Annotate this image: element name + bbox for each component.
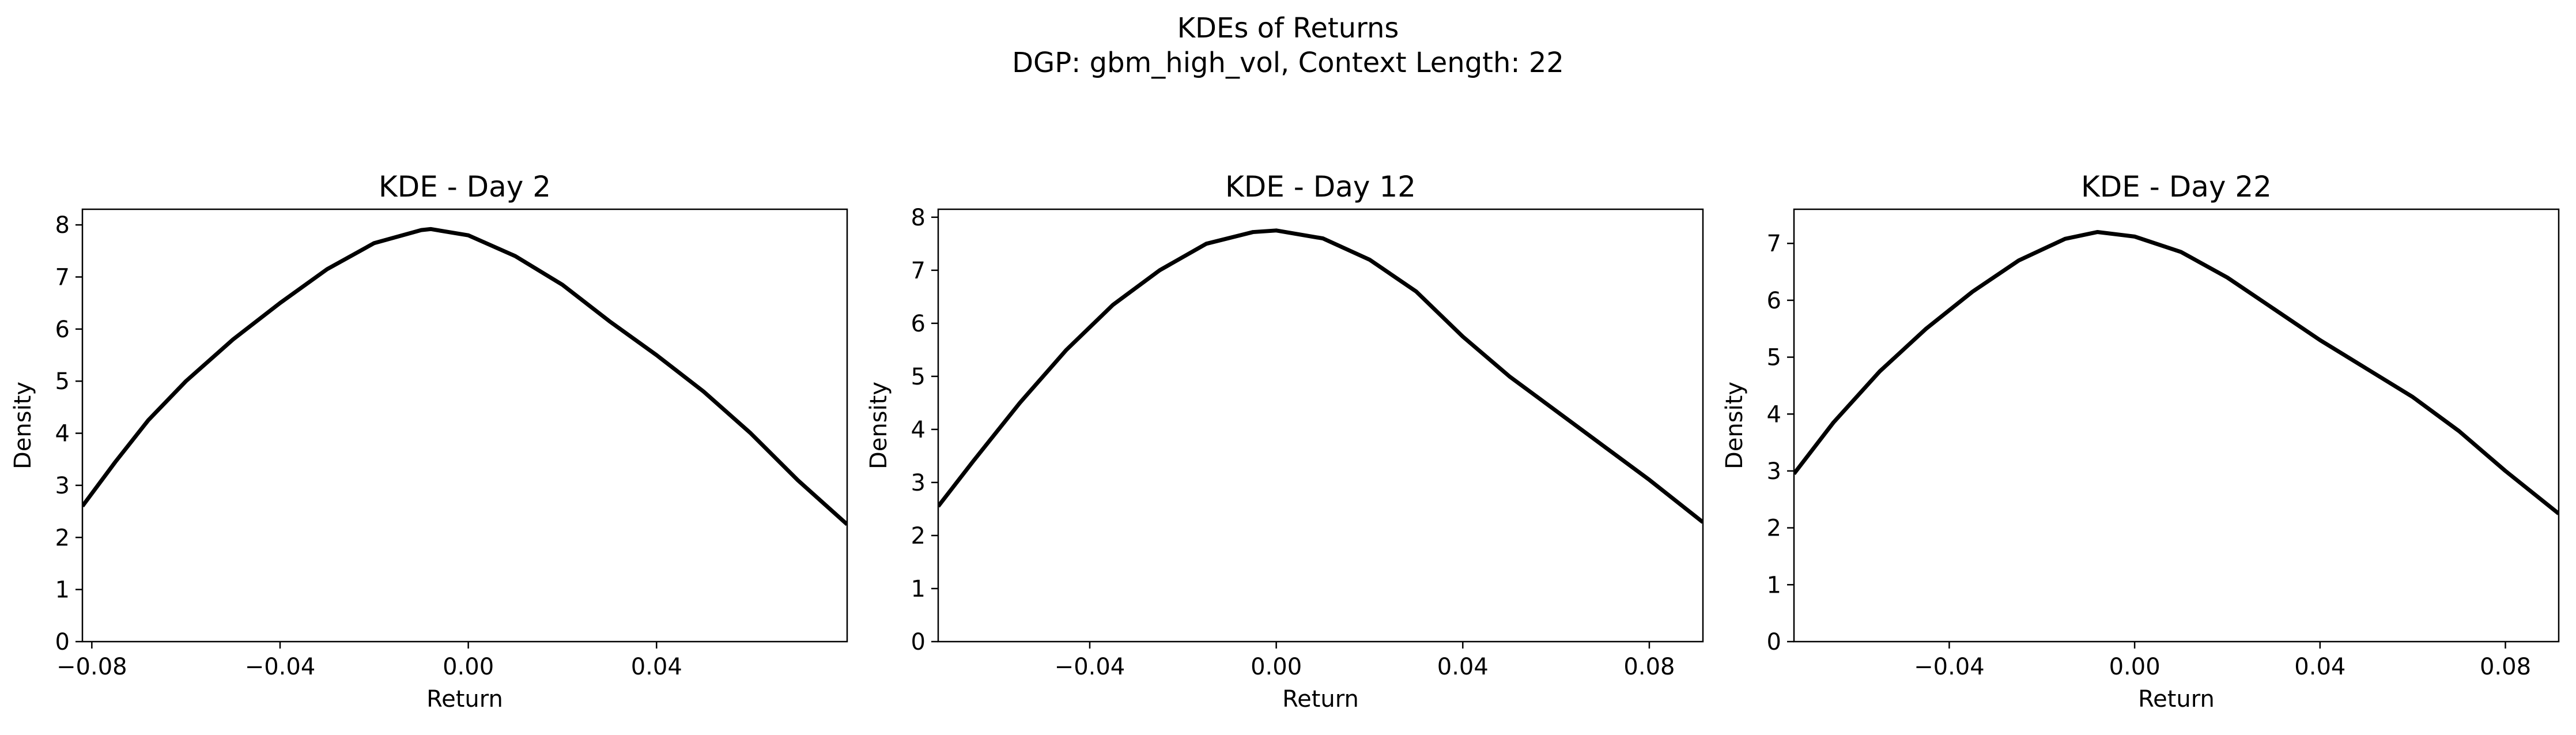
axes-frame <box>1793 208 2560 643</box>
y-tick-label: 4 <box>1767 401 1781 428</box>
y-axis-label: Density <box>10 382 36 469</box>
x-axis-label: Return <box>426 686 503 713</box>
y-tick-label: 7 <box>1767 231 1781 257</box>
y-axis-label: Density <box>1721 382 1748 469</box>
x-tick-label: 0.00 <box>443 654 494 680</box>
subplot-title: KDE - Day 2 <box>379 170 551 203</box>
x-tick-label: 0.00 <box>1251 654 1302 680</box>
y-tick-label: 5 <box>55 368 70 395</box>
y-tick-label: 3 <box>911 470 926 496</box>
y-tick-label: 4 <box>911 417 926 443</box>
subplot-2: KDE - Day 12 −0.04 0.00 0.04 0.08 0 1 2 3 4 5 6 7 8 Re… <box>866 170 1704 713</box>
y-tick-label: 1 <box>1767 572 1781 598</box>
x-tick-label: 0.04 <box>631 654 682 680</box>
subplot-title: KDE - Day 12 <box>1225 170 1416 203</box>
y-tick-label: 8 <box>55 212 70 239</box>
subplot-title: KDE - Day 22 <box>2081 170 2272 203</box>
x-tick-label: −0.04 <box>1914 654 1985 680</box>
y-tick-label: 2 <box>55 525 70 551</box>
y-tick-label: 1 <box>55 577 70 604</box>
y-tick-label: 5 <box>911 364 926 390</box>
y-tick-label: 5 <box>1767 345 1781 371</box>
x-tick-label: 0.00 <box>2109 654 2160 680</box>
y-axis-label: Density <box>866 382 892 469</box>
kde-line <box>1794 229 2559 515</box>
y-tick-label: 6 <box>55 316 70 343</box>
y-tick-label: 0 <box>55 629 70 655</box>
y-tick-label: 7 <box>911 258 926 284</box>
x-tick-label: −0.04 <box>1055 654 1125 680</box>
x-tick-label: −0.04 <box>245 654 316 680</box>
axes-frame <box>937 208 1704 643</box>
x-tick-label: 0.04 <box>2294 654 2345 680</box>
x-tick-label: 0.08 <box>1623 654 1675 680</box>
y-tick-label: 3 <box>55 473 70 499</box>
y-tick-label: 6 <box>1767 288 1781 314</box>
y-tick-label: 3 <box>1767 458 1781 485</box>
y-tick-label: 2 <box>1767 515 1781 542</box>
y-tick-label: 1 <box>911 576 926 602</box>
y-tick-label: 6 <box>911 311 926 337</box>
x-axis-label: Return <box>1282 686 1359 713</box>
x-axis-label: Return <box>2138 686 2215 713</box>
y-tick-label: 0 <box>911 629 926 655</box>
x-tick-label: 0.08 <box>2480 654 2531 680</box>
y-tick-label: 2 <box>911 523 926 549</box>
x-tick-label: 0.04 <box>1437 654 1489 680</box>
x-tick-label: −0.08 <box>56 654 127 680</box>
axes-frame <box>81 208 848 643</box>
subplots: KDE - Day 2 −0.08 −0.04 0.00 0.04 0 1 2 3 4 5 6 7 8 Re… <box>10 170 2560 713</box>
y-tick-label: 0 <box>1767 629 1781 655</box>
y-tick-label: 8 <box>911 205 926 231</box>
subplot-1: KDE - Day 2 −0.08 −0.04 0.00 0.04 0 1 2 3 4 5 6 7 8 Re… <box>10 170 848 713</box>
y-tick-label: 7 <box>55 264 70 291</box>
figure-title-line2: DGP: gbm_high_vol, Context Length: 22 <box>1012 47 1564 79</box>
kde-line <box>938 228 1703 524</box>
kde-line <box>82 227 847 526</box>
subplot-3: KDE - Day 22 −0.04 0.00 0.04 0.08 0 1 2 3 4 5 6 7 Ret… <box>1721 170 2560 713</box>
figure-title-line1: KDEs of Returns <box>1177 12 1399 44</box>
y-tick-label: 4 <box>55 421 70 447</box>
